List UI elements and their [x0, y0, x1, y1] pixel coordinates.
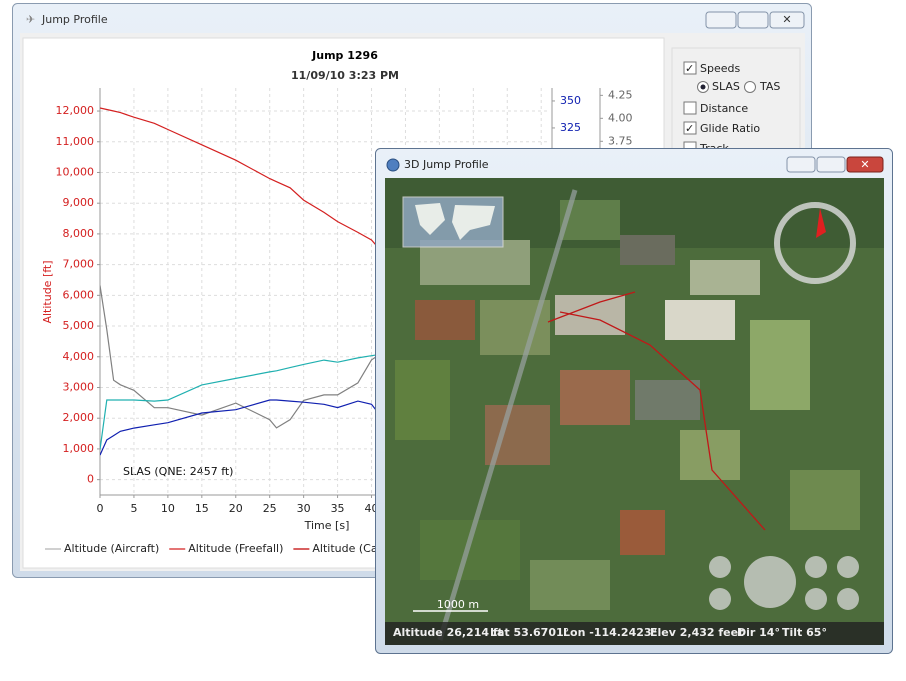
legend-label: Altitude (Freefall)	[188, 542, 283, 555]
y-axis-label: Altitude [ft]	[41, 260, 54, 323]
legend-label: Altitude (Aircraft)	[64, 542, 159, 555]
checkbox[interactable]	[683, 101, 697, 115]
check-mark: ✓	[685, 62, 694, 75]
scale-label: 1000 m	[437, 598, 479, 611]
radio-dot	[700, 84, 706, 90]
annotation: SLAS (QNE: 2457 ft)	[123, 465, 233, 478]
y-tick-label: 2,000	[63, 411, 95, 424]
chart-title: Jump 1296	[311, 49, 378, 62]
series-line	[100, 285, 379, 429]
y-tick-label: 9,000	[63, 196, 95, 209]
status-item: Lon -114.2423°	[563, 626, 657, 639]
status-item: Elev 2,432 feet	[650, 626, 743, 639]
checkbox[interactable]	[683, 61, 697, 75]
chart: Jump 1296 11/09/10 3:23 PM Altitude [ft]…	[41, 49, 633, 555]
status-bar: Altitude 26,214 ft Lat 53.6701° Lon -114…	[393, 626, 827, 639]
option-label: Speeds	[700, 62, 740, 75]
y-tick-label: 4.25	[608, 88, 633, 101]
y-tick-label: 3,000	[63, 380, 95, 393]
x-tick-label: 20	[229, 502, 243, 515]
checkbox[interactable]	[683, 121, 697, 135]
x-tick-label: 35	[331, 502, 345, 515]
chart-subtitle: 11/09/10 3:23 PM	[291, 69, 399, 82]
y-tick-label: 350	[560, 94, 581, 107]
y-tick-label: 5,000	[63, 319, 95, 332]
option-label: SLAS	[712, 80, 740, 93]
close-button[interactable]	[846, 156, 884, 173]
map-view: 1000 m	[385, 178, 884, 645]
maximize-button[interactable]	[737, 11, 769, 29]
option-label: Distance	[700, 102, 748, 115]
series-line	[100, 399, 379, 456]
plot-area	[100, 107, 379, 456]
option-label: Glide Ratio	[700, 122, 760, 135]
app-icon: ✈	[26, 13, 35, 26]
status-item: Tilt 65°	[782, 626, 827, 639]
minimize-button[interactable]	[705, 11, 737, 29]
app-icon	[386, 158, 400, 172]
close-glyph: ✕	[782, 13, 791, 26]
status-item: Dir 14°	[737, 626, 780, 639]
radio[interactable]	[744, 81, 756, 93]
y-tick-label: 10,000	[56, 165, 95, 178]
status-item: Lat 53.6701°	[490, 626, 569, 639]
status-item: Altitude 26,214 ft	[393, 626, 503, 639]
y-tick-label: 0	[87, 473, 94, 486]
minimize-button[interactable]	[786, 156, 816, 173]
y-tick-label: 3.75	[608, 134, 633, 147]
y-tick-label: 325	[560, 121, 581, 134]
window-title: Jump Profile	[41, 13, 108, 26]
series-line	[100, 107, 379, 249]
x-tick-label: 15	[195, 502, 209, 515]
option-label: TAS	[759, 80, 780, 93]
y-tick-label: 6,000	[63, 288, 95, 301]
map-window: 3D Jump Profile ✕	[375, 148, 893, 654]
x-tick-label: 25	[263, 502, 277, 515]
check-mark: ✓	[685, 122, 694, 135]
x-axis-label: Time [s]	[304, 519, 350, 532]
x-tick-label: 0	[97, 502, 104, 515]
y-tick-label: 7,000	[63, 258, 95, 271]
y-tick-label: 8,000	[63, 227, 95, 240]
y-tick-label: 4.00	[608, 111, 633, 124]
x-tick-label: 5	[130, 502, 137, 515]
y-tick-label: 4,000	[63, 350, 95, 363]
x-tick-label: 30	[297, 502, 311, 515]
window-title: 3D Jump Profile	[404, 158, 489, 171]
x-tick-label: 10	[161, 502, 175, 515]
maximize-button[interactable]	[816, 156, 846, 173]
close-button[interactable]	[769, 11, 805, 29]
y-tick-label: 1,000	[63, 442, 95, 455]
series-line	[100, 354, 379, 450]
y-tick-label: 12,000	[56, 104, 95, 117]
y-tick-label: 11,000	[56, 135, 95, 148]
close-glyph: ✕	[860, 158, 869, 171]
